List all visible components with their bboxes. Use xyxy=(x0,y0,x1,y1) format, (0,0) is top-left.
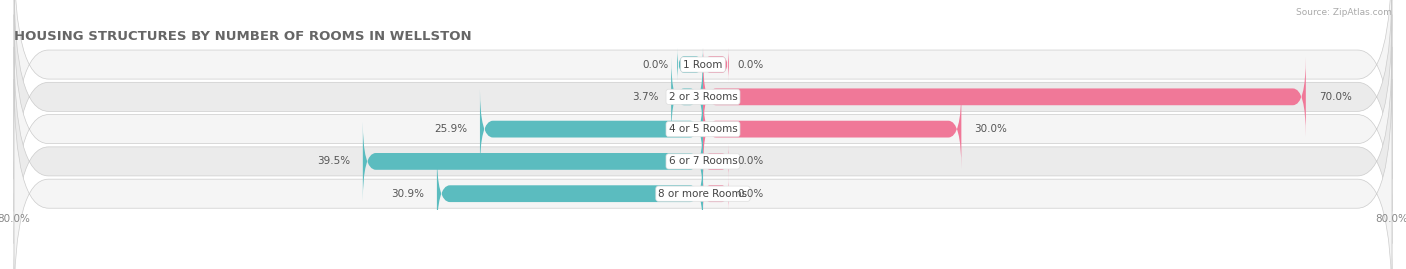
Text: 1 Room: 1 Room xyxy=(683,59,723,70)
Text: 70.0%: 70.0% xyxy=(1319,92,1351,102)
FancyBboxPatch shape xyxy=(14,79,1392,269)
FancyBboxPatch shape xyxy=(671,57,703,137)
Text: 2 or 3 Rooms: 2 or 3 Rooms xyxy=(669,92,737,102)
FancyBboxPatch shape xyxy=(678,47,703,82)
Text: 0.0%: 0.0% xyxy=(738,156,763,167)
FancyBboxPatch shape xyxy=(479,89,703,169)
FancyBboxPatch shape xyxy=(703,176,728,211)
FancyBboxPatch shape xyxy=(703,144,728,179)
Text: 8 or more Rooms: 8 or more Rooms xyxy=(658,189,748,199)
Text: 0.0%: 0.0% xyxy=(643,59,669,70)
FancyBboxPatch shape xyxy=(14,15,1392,244)
Text: 30.0%: 30.0% xyxy=(974,124,1007,134)
Text: 0.0%: 0.0% xyxy=(738,59,763,70)
FancyBboxPatch shape xyxy=(363,121,703,201)
FancyBboxPatch shape xyxy=(14,0,1392,179)
FancyBboxPatch shape xyxy=(14,47,1392,269)
Text: 39.5%: 39.5% xyxy=(316,156,350,167)
FancyBboxPatch shape xyxy=(703,89,962,169)
Text: Source: ZipAtlas.com: Source: ZipAtlas.com xyxy=(1296,8,1392,17)
FancyBboxPatch shape xyxy=(437,154,703,234)
FancyBboxPatch shape xyxy=(703,47,728,82)
Text: 3.7%: 3.7% xyxy=(631,92,658,102)
Text: 6 or 7 Rooms: 6 or 7 Rooms xyxy=(669,156,737,167)
FancyBboxPatch shape xyxy=(703,57,1306,137)
Text: HOUSING STRUCTURES BY NUMBER OF ROOMS IN WELLSTON: HOUSING STRUCTURES BY NUMBER OF ROOMS IN… xyxy=(14,30,471,43)
Text: 25.9%: 25.9% xyxy=(434,124,467,134)
Text: 0.0%: 0.0% xyxy=(738,189,763,199)
Text: 4 or 5 Rooms: 4 or 5 Rooms xyxy=(669,124,737,134)
FancyBboxPatch shape xyxy=(14,0,1392,211)
Text: 30.9%: 30.9% xyxy=(391,189,425,199)
